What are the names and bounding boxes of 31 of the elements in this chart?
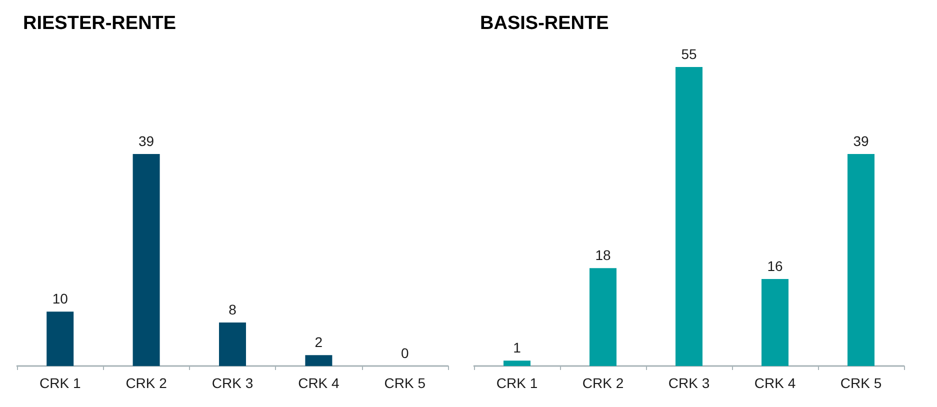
- bar: [504, 360, 530, 366]
- x-tick-label: CRK 1: [39, 375, 81, 391]
- data-label: 39: [138, 132, 154, 149]
- chart-title: BASIS-RENTE: [480, 13, 609, 34]
- data-label: 55: [681, 46, 697, 62]
- data-label: 39: [853, 132, 869, 149]
- x-tick-label: CRK 4: [298, 375, 340, 391]
- bar: [676, 67, 702, 366]
- x-tick-label: CRK 3: [212, 375, 254, 391]
- x-tick-label: CRK 2: [582, 375, 624, 391]
- x-tick-label: CRK 2: [126, 375, 168, 391]
- data-label: 1: [513, 340, 522, 356]
- bar: [219, 322, 246, 366]
- data-label: 16: [767, 258, 783, 274]
- bar: [132, 154, 160, 366]
- data-label: 18: [595, 247, 611, 264]
- data-label: 8: [228, 302, 237, 318]
- x-tick-label: CRK 1: [496, 375, 538, 391]
- x-tick-label: CRK 5: [840, 375, 882, 391]
- bar: [46, 312, 74, 366]
- bar: [762, 279, 788, 366]
- bar: [848, 154, 874, 366]
- bar: [305, 355, 332, 366]
- chart-title: RIESTER-RENTE: [23, 13, 176, 34]
- bar: [590, 268, 616, 366]
- data-label: 10: [52, 290, 68, 307]
- data-label: 2: [314, 334, 323, 350]
- x-tick-label: CRK 3: [668, 375, 710, 391]
- x-tick-label: CRK 4: [754, 375, 796, 391]
- data-label: 0: [401, 345, 409, 361]
- x-tick-label: CRK 5: [384, 375, 426, 391]
